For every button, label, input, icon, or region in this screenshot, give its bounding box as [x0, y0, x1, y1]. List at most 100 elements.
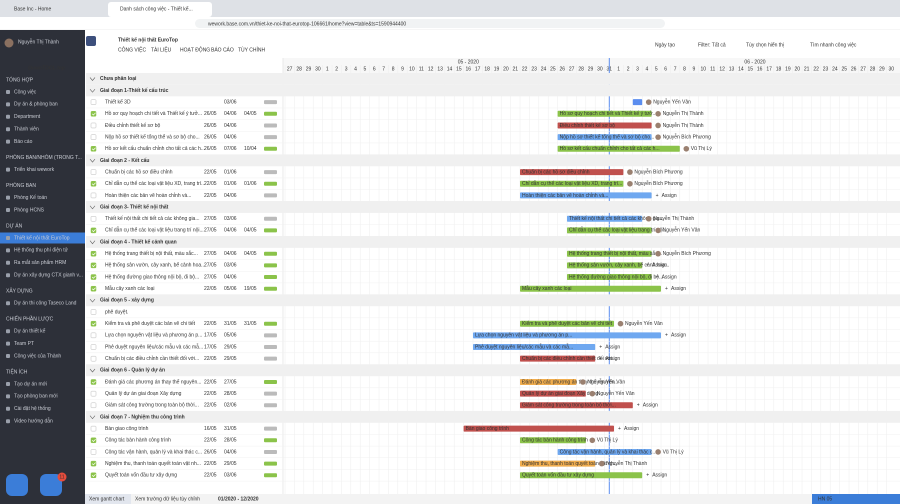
task-name[interactable]: Phê duyệt nguyên liệu/các mẫu và các mẫ.… [105, 343, 203, 350]
group-name[interactable]: Giai đoạn 5 - xây dựng [100, 298, 154, 304]
url-field[interactable] [195, 19, 665, 28]
nav-item[interactable]: Team PT [14, 341, 34, 347]
gantt-bar[interactable] [567, 262, 643, 269]
nav-item[interactable]: Ra mắt sản phẩm HRM [14, 259, 66, 266]
nav-item[interactable]: Hệ thống thu phí điện tử [14, 247, 69, 254]
gantt-bar[interactable] [567, 227, 652, 234]
active-view[interactable] [85, 494, 131, 504]
checkbox[interactable] [90, 134, 97, 140]
header-tab[interactable]: CÔNG VIỆC [118, 45, 146, 53]
nav-item[interactable]: Thiết kế nội thất EuroTop [14, 235, 70, 241]
task-name[interactable]: Hoàn thiện các bản vẽ hoàn chỉnh và... [105, 192, 191, 199]
checkbox[interactable] [90, 425, 97, 432]
task-name[interactable]: Chỉ dẫn cụ thể các loại vật liệu trang t… [105, 227, 204, 234]
task-name[interactable]: Lựa chọn nguyên vật liệu và phương án p.… [105, 333, 202, 339]
checkbox[interactable] [90, 111, 97, 117]
task-name[interactable]: Quản lý dự án giai đoạn Xây dựng [105, 391, 182, 397]
gantt-bar[interactable] [520, 180, 624, 187]
task-name[interactable]: Kiểm tra và phê duyệt các bản vẽ chi tiế… [105, 320, 196, 327]
gantt-bar[interactable] [557, 122, 652, 129]
header-tab[interactable]: TÀI LIỆU [151, 45, 172, 53]
checkbox[interactable] [90, 355, 97, 362]
checkbox[interactable] [90, 390, 97, 397]
header-tab[interactable]: BÁO CÁO [211, 46, 234, 53]
task-name[interactable]: Giám sát công trường trong toàn bộ thời.… [105, 403, 199, 409]
task-name[interactable]: Hồ sơ quy hoạch chi tiết và Thiết kế ý t… [105, 110, 202, 117]
assign-label[interactable]: Assign [643, 403, 658, 409]
task-name[interactable]: Nghiệm thu, thanh toán quyết toán vật nh… [105, 461, 201, 467]
checkbox[interactable] [90, 192, 97, 199]
checkbox[interactable] [90, 402, 97, 409]
checkbox[interactable] [90, 250, 97, 257]
assign-label[interactable]: Assign [671, 333, 686, 339]
gantt-bar[interactable] [567, 274, 652, 281]
active-tab[interactable] [108, 2, 212, 17]
checkbox[interactable] [90, 309, 97, 315]
task-name[interactable]: Hệ thống sân vườn, cây xanh, bể cảnh hoa… [105, 262, 205, 269]
assign-label[interactable]: Assign [652, 473, 667, 479]
chat-button[interactable] [6, 474, 28, 496]
nav-item[interactable]: Tạo dự án mới [14, 381, 47, 387]
tab-title[interactable]: Danh sách công việc - Thiết kế... [120, 6, 193, 12]
task-name[interactable]: Chuẩn bị các hồ sơ điều chỉnh [105, 168, 173, 175]
task-name[interactable]: Thiết kế 3D [105, 99, 131, 105]
checkbox[interactable] [90, 379, 97, 385]
checkbox[interactable] [90, 449, 97, 455]
gantt-bar[interactable] [557, 145, 680, 152]
gantt-bar[interactable] [463, 425, 614, 432]
checkbox[interactable] [90, 181, 97, 187]
checkbox[interactable] [90, 122, 97, 129]
gantt-bar[interactable] [520, 285, 661, 292]
gantt-bar[interactable] [520, 192, 652, 199]
gantt-bar[interactable] [520, 460, 596, 467]
task-name[interactable]: Nộp hồ sơ thiết kế tổng thể và sơ bộ cho… [105, 133, 200, 140]
task-name[interactable]: Mẫu cây xanh các loại [105, 285, 154, 292]
task-name[interactable]: Chỉ dẫn cụ thể các loại vật liệu XD, tra… [105, 180, 205, 187]
gantt-bar[interactable] [520, 437, 586, 444]
gantt-bar[interactable] [520, 378, 577, 385]
task-name[interactable]: Hệ thống đường giao thông nội bộ, đi bộ.… [105, 274, 199, 280]
gantt-bar[interactable] [520, 355, 596, 362]
assign-label[interactable]: Assign [662, 274, 677, 280]
task-name[interactable]: phê duyệt. [105, 309, 128, 315]
gantt-bar[interactable] [520, 472, 643, 479]
header-control[interactable]: Filter: Tất cả [698, 42, 726, 48]
nav-item[interactable]: Dự án thi công Taseco Land [14, 301, 77, 307]
task-name[interactable]: Đánh giá các phương án thay thế nguyên..… [105, 379, 201, 385]
checkbox[interactable] [90, 460, 97, 467]
checkbox[interactable] [90, 99, 97, 105]
task-name[interactable]: Chuẩn bị các điều chỉnh cần thiết đối vớ… [105, 355, 199, 362]
task-name[interactable]: Bàn giao công trình [105, 426, 149, 432]
checkbox[interactable] [90, 169, 97, 175]
group-name[interactable]: Chưa phân loại [100, 76, 137, 82]
nav-item[interactable]: Department [14, 114, 41, 120]
gantt-bar[interactable] [473, 344, 596, 351]
gantt-bar[interactable] [557, 110, 652, 117]
task-name[interactable]: Hồ sơ kết cấu chuẩn chỉnh cho tất cả các… [105, 145, 205, 152]
nav-item[interactable]: Báo cáo [14, 139, 33, 145]
assign-label[interactable]: Assign [671, 286, 686, 292]
header-tab[interactable]: HOẠT ĐỘNG [180, 46, 210, 53]
nav-item[interactable]: Dự án & phòng ban [14, 102, 58, 108]
group-name[interactable]: Giai đoạn 7 - Nghiệm thu công trình [100, 414, 185, 420]
gantt-bar[interactable] [567, 250, 652, 257]
task-name[interactable]: Quyết toán vốn đầu tư xây dựng [105, 473, 177, 479]
checkbox[interactable] [90, 437, 97, 444]
task-name[interactable]: Công tác vận hành, quản lý và khai thác … [105, 449, 202, 455]
assign-label[interactable]: Assign [652, 263, 667, 269]
gantt-bar[interactable] [520, 402, 633, 409]
header-tab[interactable]: TÙY CHỈNH [238, 46, 266, 53]
checkbox[interactable] [90, 274, 97, 280]
nav-item[interactable]: Công việc của Thành [14, 352, 61, 359]
nav-item[interactable]: Công việc [14, 89, 37, 95]
task-name[interactable]: Công tác bàn hành công trình [105, 438, 171, 444]
gantt-bar[interactable] [520, 320, 614, 327]
checkbox[interactable] [90, 146, 97, 152]
task-name[interactable]: Hệ thống trang thiết bị nội thất, màu sắ… [105, 250, 198, 257]
nav-item[interactable]: Phòng Kế toán [14, 195, 47, 201]
checkbox[interactable] [90, 344, 97, 350]
gantt-bar[interactable] [520, 169, 624, 176]
checkbox[interactable] [90, 227, 97, 234]
checkbox[interactable] [90, 332, 97, 339]
view-tab[interactable]: Xem trường dữ liệu tùy chỉnh [135, 495, 200, 502]
